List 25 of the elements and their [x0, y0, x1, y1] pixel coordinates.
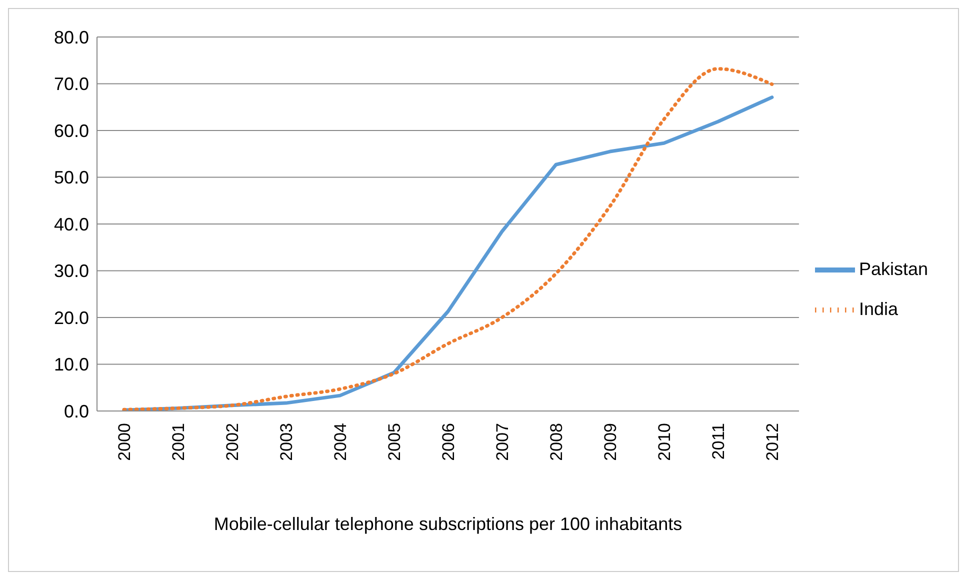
- x-tick-label: 2007: [492, 423, 512, 461]
- x-tick-label: 2001: [168, 423, 188, 461]
- x-tick-label: 2010: [654, 423, 674, 461]
- x-tick-label: 2003: [276, 423, 296, 461]
- legend-label: India: [858, 298, 898, 319]
- x-tick-label: 2009: [600, 423, 620, 461]
- x-axis-title: Mobile-cellular telephone subscriptions per 100 inhabitants: [212, 513, 684, 536]
- legend-label: Pakistan: [858, 258, 928, 279]
- x-tick-label: 2011: [708, 423, 728, 460]
- y-tick-label: 70.0: [54, 74, 89, 94]
- y-tick-label: 40.0: [54, 214, 89, 234]
- y-tick-label: 0.0: [64, 401, 89, 422]
- y-tick-label: 30.0: [54, 261, 89, 282]
- y-tick-label: 10.0: [54, 354, 89, 375]
- y-tick-label: 50.0: [54, 168, 89, 188]
- x-tick-label: 2008: [546, 423, 566, 461]
- x-tick-label: 2012: [762, 423, 782, 461]
- y-tick-label: 20.0: [54, 308, 89, 328]
- x-tick-label: 2002: [222, 423, 242, 461]
- y-tick-label: 80.0: [54, 27, 89, 48]
- x-tick-label: 2005: [384, 423, 404, 461]
- y-tick-label: 60.0: [54, 120, 89, 141]
- x-tick-label: 2006: [438, 423, 458, 461]
- x-tick-label: 2000: [115, 423, 134, 461]
- x-tick-label: 2004: [330, 423, 350, 461]
